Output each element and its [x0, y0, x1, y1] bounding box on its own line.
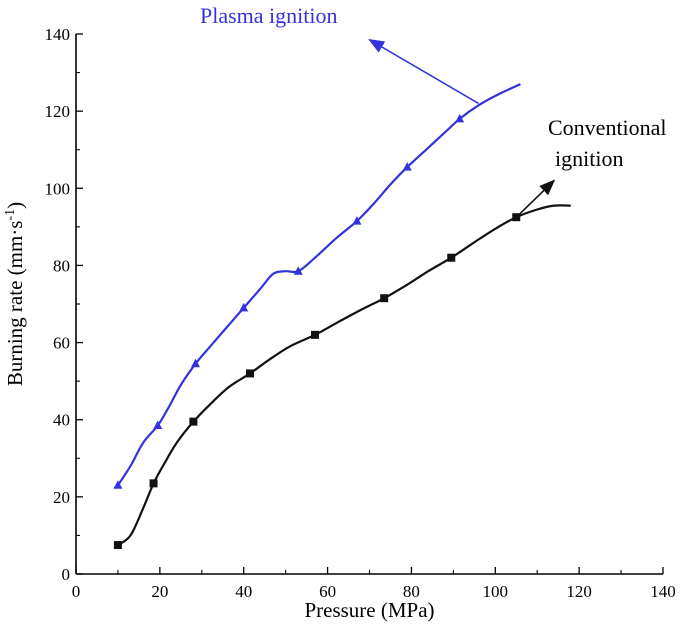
conventional-ignition-point	[189, 417, 198, 426]
plasma-ignition-point	[239, 302, 249, 312]
y-tick-label: 40	[53, 411, 70, 430]
x-tick-label: 100	[483, 582, 509, 601]
conventional-ignition-line	[117, 204, 571, 546]
conventional-ignition-annotation-arrow	[517, 179, 556, 216]
conventional-ignition-point	[149, 479, 158, 488]
x-tick-label: 80	[403, 582, 420, 601]
plasma-ignition-point	[455, 113, 465, 123]
conventional-ignition-annotation-label: Conventional ignition	[548, 115, 667, 171]
plasma-ignition-point	[153, 420, 163, 429]
y-tick-label: 100	[45, 179, 71, 198]
conventional-ignition-point	[246, 369, 255, 378]
x-tick-label: 60	[319, 582, 336, 601]
x-tick-label: 40	[235, 582, 252, 601]
plasma-ignition-point	[190, 358, 200, 368]
plasma-ignition-line	[117, 83, 521, 486]
conventional-ignition-point	[447, 253, 456, 262]
y-tick-label: 0	[62, 565, 71, 584]
y-tick-label: 80	[53, 256, 70, 275]
series-layer	[113, 83, 571, 550]
x-tick-label: 0	[72, 582, 81, 601]
y-tick-label: 120	[45, 102, 71, 121]
plasma-ignition-point	[113, 480, 123, 489]
plasma-ignition-point	[293, 266, 303, 275]
y-tick-label: 60	[53, 334, 70, 353]
plasma-ignition-annotation-label: Plasma ignition	[200, 3, 338, 28]
x-tick-label: 20	[151, 582, 168, 601]
conventional-ignition-point	[380, 294, 389, 303]
x-axis-label: Pressure (MPa)	[304, 598, 434, 622]
axes: 0 20 40 60 80 100 120 140 0 20 40 60 80 100 120 140 Pres…	[3, 25, 676, 622]
plasma-ignition-annotation-arrow	[368, 38, 479, 105]
y-tick-label: 20	[53, 488, 70, 507]
annotations: Plasma ignition Conventional ignition	[200, 3, 667, 216]
conventional-ignition-point	[310, 330, 319, 339]
x-tick-label: 120	[566, 582, 592, 601]
plasma-ignition-point	[352, 216, 362, 225]
conventional-ignition-point	[113, 541, 122, 550]
y-tick-label: 140	[45, 25, 71, 44]
plasma-ignition-point	[402, 162, 412, 171]
y-axis-label: Burning rate (mm·s-1)	[3, 202, 27, 386]
conventional-ignition-point	[512, 213, 521, 222]
x-tick-label: 140	[650, 582, 676, 601]
